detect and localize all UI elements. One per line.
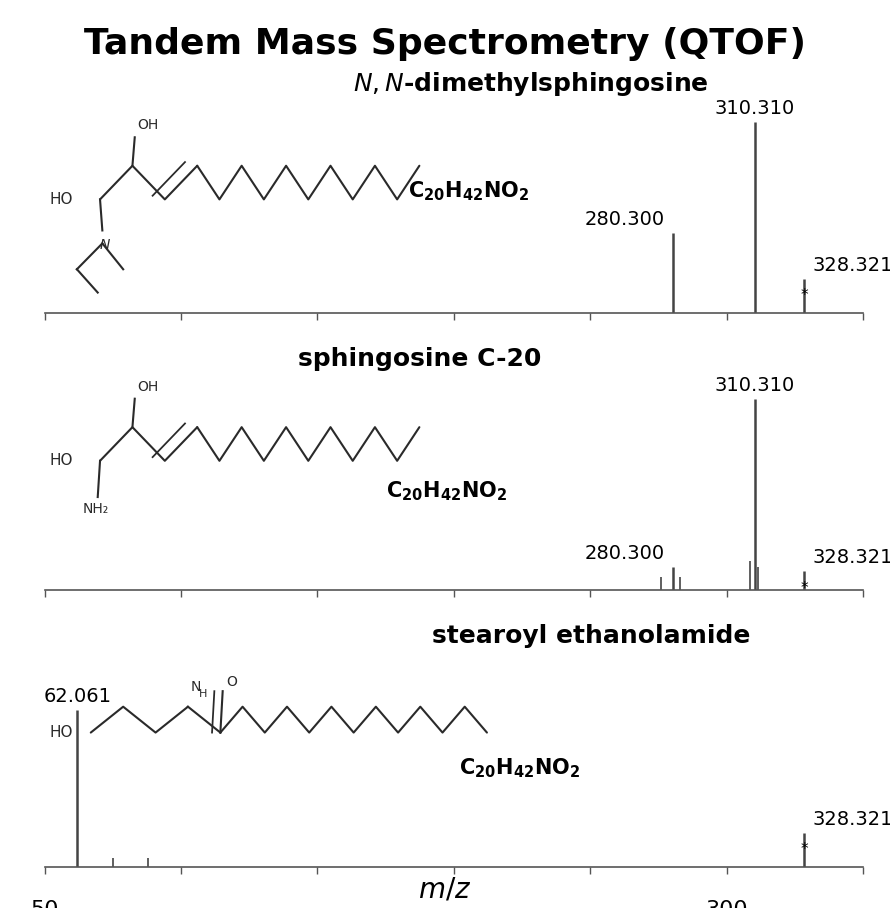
Text: 328.321: 328.321 <box>813 256 890 275</box>
Text: *: * <box>800 843 808 857</box>
Text: $\mathbf{C_{20}H_{42}NO_2}$: $\mathbf{C_{20}H_{42}NO_2}$ <box>459 756 581 780</box>
Text: 310.310: 310.310 <box>715 376 795 395</box>
Text: 328.321: 328.321 <box>813 810 890 829</box>
Text: 300: 300 <box>706 900 748 908</box>
Text: HO: HO <box>49 725 73 740</box>
Text: 328.321: 328.321 <box>813 548 890 568</box>
Text: O: O <box>226 675 238 688</box>
Text: stearoyl ethanolamide: stearoyl ethanolamide <box>432 624 750 647</box>
Text: 280.300: 280.300 <box>585 210 665 229</box>
Text: H: H <box>199 689 207 699</box>
Text: 50: 50 <box>30 900 59 908</box>
Text: $N$: $N$ <box>99 238 110 252</box>
Text: 62.061: 62.061 <box>44 687 111 706</box>
Text: *: * <box>800 580 808 596</box>
Text: $\mathit{N,N}$-dimethylsphingosine: $\mathit{N,N}$-dimethylsphingosine <box>353 70 708 98</box>
Text: Tandem Mass Spectrometry (QTOF): Tandem Mass Spectrometry (QTOF) <box>84 27 806 61</box>
Text: 280.300: 280.300 <box>585 545 665 563</box>
Text: $\mathbf{C_{20}H_{42}NO_2}$: $\mathbf{C_{20}H_{42}NO_2}$ <box>385 479 507 503</box>
Text: sphingosine C-20: sphingosine C-20 <box>298 347 542 370</box>
Text: 310.310: 310.310 <box>715 99 795 118</box>
Text: HO: HO <box>49 192 73 207</box>
Text: $\mathit{m/z}$: $\mathit{m/z}$ <box>418 875 472 903</box>
Text: OH: OH <box>137 118 158 132</box>
Text: $\mathbf{C_{20}H_{42}NO_2}$: $\mathbf{C_{20}H_{42}NO_2}$ <box>408 179 529 202</box>
Text: HO: HO <box>49 453 73 469</box>
Text: OH: OH <box>137 380 158 393</box>
Text: NH₂: NH₂ <box>82 502 109 517</box>
Text: *: * <box>800 289 808 303</box>
Text: N: N <box>190 680 200 694</box>
